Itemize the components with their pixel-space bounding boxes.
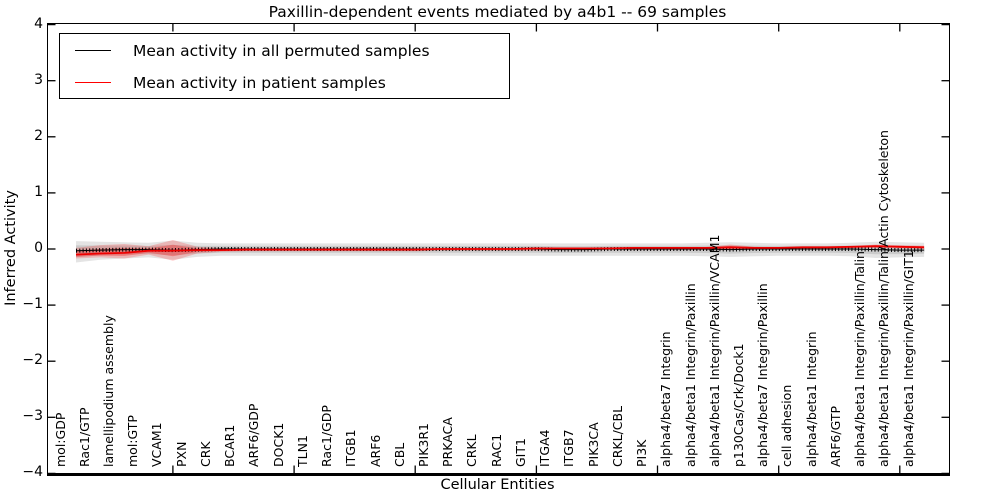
x-tick-label: alpha4/beta1 Integrin/Paxillin/VCAM1 xyxy=(706,234,722,467)
x-tick-label: GIT1 xyxy=(512,438,528,467)
x-tick-label: PRKACA xyxy=(440,417,456,467)
x-tick-label: ARF6/GTP xyxy=(827,405,843,467)
y-tick-label: 0 xyxy=(34,240,43,256)
chart-canvas xyxy=(48,24,949,473)
x-tick-label: BCAR1 xyxy=(222,424,238,467)
y-tick-label: −1 xyxy=(22,296,43,313)
patient-mean-line xyxy=(75,245,925,256)
x-tick-label: cell adhesion xyxy=(779,384,795,467)
permuted-band xyxy=(76,240,925,263)
legend: Mean activity in all permuted samples Me… xyxy=(59,33,510,99)
x-tick-label: Rac1/GTP xyxy=(76,407,92,467)
x-tick-label: PI3K xyxy=(634,439,649,467)
permuted-mean-markers xyxy=(75,247,925,253)
x-tick-label: alpha4/beta1 Integrin/Paxillin/Talin/Act… xyxy=(876,130,892,467)
chart-title: Paxillin-dependent events mediated by a4… xyxy=(268,3,727,21)
x-tick-label: p130Cas/Crk/Dock1 xyxy=(730,343,746,467)
axis-ticks xyxy=(48,24,949,473)
legend-label: Mean activity in patient samples xyxy=(133,73,386,92)
x-tick-label: PIK3CA xyxy=(585,422,601,467)
y-tick-label: −4 xyxy=(22,464,43,481)
legend-item: Mean activity in patient samples xyxy=(60,67,509,98)
legend-label: Mean activity in all permuted samples xyxy=(133,41,430,60)
x-tick-label: PIK3R1 xyxy=(415,422,431,467)
y-tick-label: 3 xyxy=(34,71,43,88)
x-tick-label: lamellipodium assembly xyxy=(101,315,116,467)
patient-band xyxy=(76,240,925,261)
legend-item: Mean activity in all permuted samples xyxy=(60,35,509,66)
x-tick-label: ITGB7 xyxy=(561,429,577,467)
x-tick-label: alpha4/beta1 Integrin/Paxillin/GIT1 xyxy=(900,250,916,467)
legend-line-patient xyxy=(75,82,111,83)
x-tick-label: TLN1 xyxy=(294,435,310,467)
x-tick-label: ARF6/GDP xyxy=(246,403,262,467)
y-tick-label: 2 xyxy=(34,127,43,144)
x-tick-label: alpha4/beta1 Integrin/Paxillin/Talin xyxy=(852,251,868,467)
x-tick-label: CBL xyxy=(391,442,407,467)
y-tick-label: −3 xyxy=(22,408,43,425)
x-tick-label: CRKL/CBL xyxy=(609,405,625,467)
x-tick-label: CRK xyxy=(197,441,213,467)
x-tick-label: ITGA4 xyxy=(537,429,553,467)
x-tick-label: ITGB1 xyxy=(343,429,359,467)
x-tick-label: CRKL xyxy=(464,434,480,467)
x-tick-label: PXN xyxy=(173,441,189,467)
x-tick-label: alpha4/beta1 Integrin xyxy=(803,331,819,467)
x-tick-label: mol:GTP xyxy=(125,415,141,467)
x-axis-title: Cellular Entities xyxy=(440,477,555,493)
x-tick-label: DOCK1 xyxy=(270,422,286,467)
x-tick-label: RAC1 xyxy=(488,433,504,467)
x-tick-label: alpha4/beta7 Integrin xyxy=(658,331,674,467)
legend-line-permuted xyxy=(75,50,111,51)
y-tick-label: −2 xyxy=(22,352,43,369)
x-tick-label: alpha4/beta1 Integrin/Paxillin xyxy=(682,283,698,467)
x-tick-label: alpha4/beta7 Integrin/Paxillin xyxy=(755,283,771,467)
x-tick-label: mol:GDP xyxy=(52,412,68,467)
y-tick-label: 4 xyxy=(34,15,43,32)
x-tick-label: ARF6 xyxy=(367,434,383,467)
x-tick-label: VCAM1 xyxy=(149,422,165,467)
y-tick-label: 1 xyxy=(34,183,43,200)
x-tick-label: Rac1/GDP xyxy=(319,405,334,467)
